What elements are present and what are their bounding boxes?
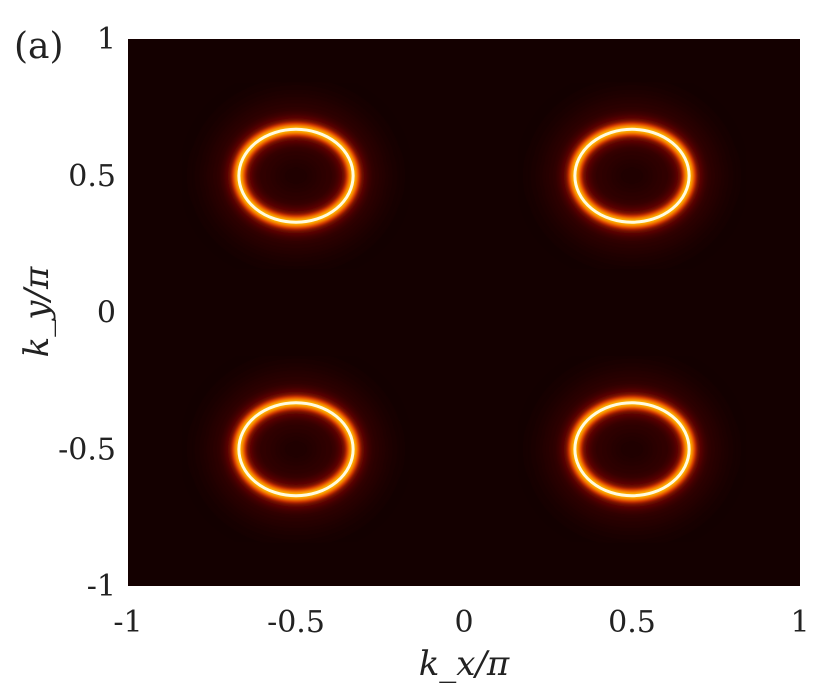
plot-area (128, 39, 800, 586)
ring-4 (544, 372, 720, 526)
y-tick-label: -1 (87, 569, 116, 604)
y-axis-label: k_y/π (17, 266, 57, 357)
panel-label: (a) (14, 26, 64, 67)
y-tick-label: 0.5 (68, 159, 116, 194)
x-tick-label: 1 (790, 605, 809, 640)
ring-2 (544, 99, 720, 253)
x-tick-labels: -1 -0.5 0 0.5 1 (113, 605, 809, 640)
ring-3 (208, 372, 384, 526)
svg-text:k_x/π: k_x/π (419, 644, 510, 684)
x-tick-label: 0.5 (608, 605, 656, 640)
y-tick-label: 1 (97, 22, 116, 57)
rings-layer (208, 99, 720, 526)
y-tick-label: 0 (97, 296, 116, 331)
y-tick-labels: -1 -0.5 0 0.5 1 (58, 22, 116, 604)
x-tick-label: -1 (113, 605, 142, 640)
ring-1 (208, 99, 384, 253)
svg-text:k_y/π: k_y/π (17, 266, 57, 357)
x-tick-label: 0 (454, 605, 473, 640)
y-tick-label: -0.5 (58, 432, 116, 467)
x-tick-label: -0.5 (267, 605, 325, 640)
x-axis-label: k_x/π (419, 644, 510, 684)
